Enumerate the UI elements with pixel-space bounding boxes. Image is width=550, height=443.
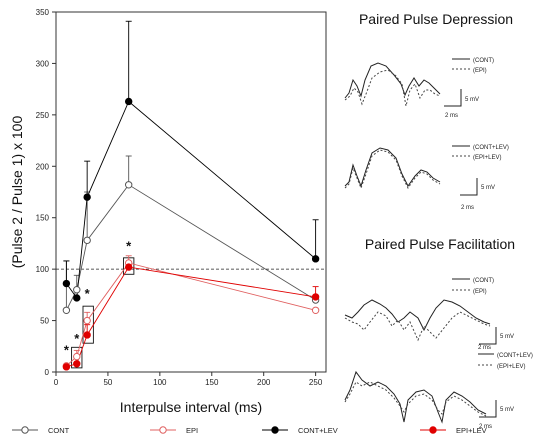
y-axis-label: (Pulse 2 / Pulse 1) x 100 bbox=[9, 116, 25, 269]
y-tick-label: 100 bbox=[36, 265, 50, 274]
data-point bbox=[311, 293, 320, 301]
x-tick-label: 100 bbox=[153, 378, 167, 387]
series-line bbox=[66, 100, 316, 300]
legend-solid: (CONT+LEV) bbox=[473, 145, 509, 151]
significance-marker: * bbox=[74, 331, 80, 346]
y-tick-label: 150 bbox=[36, 214, 50, 223]
legend-marker bbox=[429, 426, 437, 434]
legend-label: CONT+LEV bbox=[298, 426, 338, 435]
x-tick-label: 250 bbox=[309, 378, 323, 387]
legend-marker bbox=[21, 426, 29, 434]
scale-mv: 5 mV bbox=[481, 185, 495, 191]
x-tick-label: 0 bbox=[54, 378, 59, 387]
series-line bbox=[65, 184, 316, 311]
data-point bbox=[124, 97, 133, 106]
trace-cont-lev bbox=[344, 370, 487, 424]
significance-marker: * bbox=[85, 286, 91, 301]
trace-cont bbox=[344, 299, 491, 332]
legend: CONT EPI CONT+LEV EPI+LEV bbox=[12, 426, 487, 435]
data-point bbox=[311, 255, 320, 263]
trace-cont-lev bbox=[344, 147, 441, 188]
data-point bbox=[124, 263, 133, 271]
trace-epi bbox=[344, 69, 441, 107]
data-point bbox=[73, 352, 81, 361]
data-point bbox=[73, 286, 81, 294]
trace-epi-lev bbox=[344, 381, 487, 417]
x-tick-label: 50 bbox=[103, 378, 112, 387]
data-point bbox=[124, 181, 133, 189]
x-tick-label: 150 bbox=[205, 378, 219, 387]
legend-solid: (CONT) bbox=[473, 58, 494, 64]
scale-ms: 2 ms bbox=[445, 113, 458, 119]
legend-dashed: (EPI) bbox=[473, 289, 487, 295]
significance-marker: * bbox=[64, 342, 70, 357]
legend-dashed: (EPI+LEV) bbox=[473, 155, 502, 161]
y-tick-label: 250 bbox=[36, 111, 50, 120]
trace-panels: Paired Pulse Depression Paired Pulse Fac… bbox=[344, 11, 533, 430]
significance-marker: * bbox=[126, 238, 132, 253]
x-tick-label: 200 bbox=[257, 378, 271, 387]
series-line bbox=[66, 266, 316, 368]
scale-mv: 5 mV bbox=[500, 334, 514, 340]
data-point bbox=[62, 306, 71, 314]
trace-cont bbox=[344, 62, 441, 99]
y-tick-label: 0 bbox=[45, 368, 50, 377]
data-point bbox=[83, 236, 91, 245]
legend-label: EPI+LEV bbox=[456, 426, 487, 435]
interval-chart: 0 50 100 150 200 250 300 350 0 50 100 150 200 250 Inte… bbox=[9, 8, 487, 435]
scale-mv: 5 mV bbox=[465, 97, 479, 103]
y-tick-label: 50 bbox=[40, 317, 49, 326]
data-point bbox=[83, 193, 91, 201]
legend-solid: (CONT) bbox=[473, 278, 494, 284]
legend-label: CONT bbox=[48, 426, 70, 435]
trace-panel-facilitation-lev: (CONT+LEV) (EPI+LEV) 5 mV 2 ms bbox=[344, 353, 533, 430]
legend-dashed: (EPI+LEV) bbox=[497, 364, 526, 370]
scale-ms: 2 ms bbox=[478, 345, 491, 351]
legend-marker bbox=[159, 426, 167, 434]
y-tick-label: 350 bbox=[36, 8, 50, 17]
trace-epi bbox=[344, 311, 491, 342]
data-point bbox=[73, 360, 81, 368]
scale-mv: 5 mV bbox=[500, 407, 514, 413]
trace-epi-lev bbox=[344, 149, 441, 190]
legend-dashed: (EPI) bbox=[473, 68, 487, 74]
legend-label: EPI bbox=[186, 426, 198, 435]
data-point bbox=[83, 316, 91, 325]
data-point bbox=[311, 306, 320, 314]
data-point bbox=[62, 363, 71, 371]
series-line bbox=[66, 262, 316, 367]
x-axis-label: Interpulse interval (ms) bbox=[120, 399, 262, 415]
plot-frame bbox=[55, 11, 327, 373]
y-tick-label: 200 bbox=[36, 162, 50, 171]
trace-panel-cont-epi: (CONT) (EPI) 5 mV 2 ms bbox=[344, 58, 494, 119]
data-point bbox=[73, 294, 81, 302]
legend-solid: (CONT+LEV) bbox=[497, 353, 533, 359]
depression-title: Paired Pulse Depression bbox=[359, 11, 513, 27]
legend-marker bbox=[271, 426, 279, 434]
scale-ms: 2 ms bbox=[479, 424, 492, 430]
trace-panel-facilitation-cont-epi: (CONT) (EPI) 5 mV 2 ms bbox=[344, 278, 514, 351]
highlight-box bbox=[71, 346, 83, 369]
trace-panel-lev: (CONT+LEV) (EPI+LEV) 5 mV 2 ms bbox=[344, 145, 509, 211]
data-point bbox=[62, 279, 71, 288]
y-tick-label: 300 bbox=[36, 59, 50, 68]
scale-ms: 2 ms bbox=[461, 205, 474, 211]
facilitation-title: Paired Pulse Facilitation bbox=[365, 236, 515, 252]
data-point bbox=[83, 331, 91, 339]
